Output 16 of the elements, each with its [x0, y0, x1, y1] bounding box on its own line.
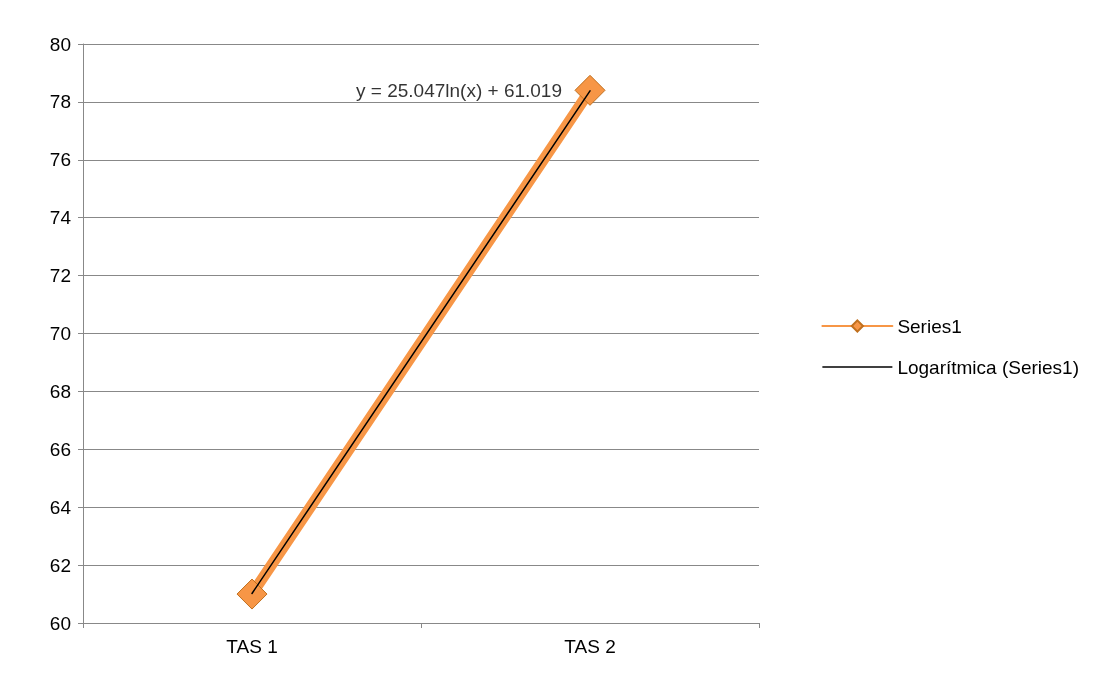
y-tick-label: 78: [49, 91, 71, 113]
legend-label: Series1: [897, 315, 962, 337]
y-tick-label: 66: [49, 438, 71, 460]
y-tick-label: 76: [49, 149, 71, 171]
x-tick-label: TAS 1: [226, 636, 278, 657]
annotation: y = 25.047ln(x) + 61.019: [356, 79, 562, 101]
x-tick-label: TAS 2: [564, 636, 616, 657]
y-tick-label: 60: [49, 612, 71, 634]
y-tick-label: 80: [49, 33, 71, 55]
y-tick-label: 72: [49, 265, 71, 287]
y-tick-label: 62: [49, 554, 71, 576]
legend-label: Logarítmica (Series1): [897, 356, 1079, 378]
y-tick-label: 74: [49, 207, 72, 229]
y-tick-label: 64: [49, 496, 72, 518]
y-tick-label: 68: [49, 380, 71, 402]
y-tick-label: 70: [49, 323, 71, 344]
